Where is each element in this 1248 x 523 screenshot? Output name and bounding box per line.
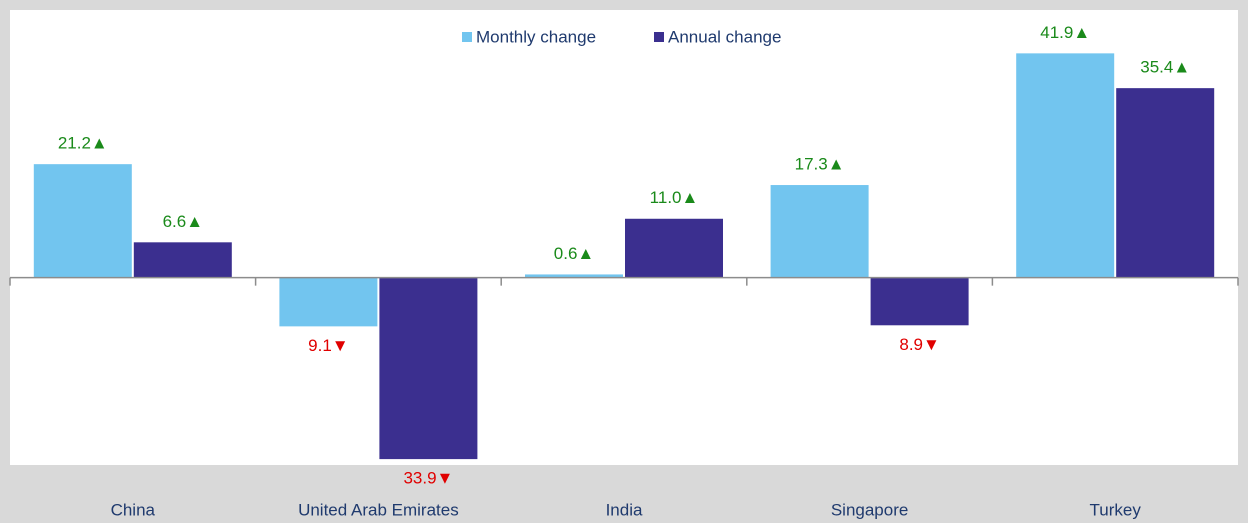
bar <box>33 164 132 278</box>
x-tick-label: India <box>606 500 643 519</box>
data-label: 11.0▲ <box>650 188 699 207</box>
bar <box>379 277 478 460</box>
x-tick-label: China <box>111 500 156 519</box>
bar <box>625 218 723 278</box>
data-label: 17.3▲ <box>795 155 845 174</box>
data-label: 33.9▼ <box>403 469 453 488</box>
legend-label: Monthly change <box>476 27 596 46</box>
legend-label: Annual change <box>668 27 781 46</box>
data-label: 6.6▲ <box>163 212 203 231</box>
x-tick-label: Turkey <box>1090 500 1142 519</box>
data-label: 41.9▲ <box>1040 23 1090 42</box>
legend-swatch <box>654 32 664 42</box>
bar <box>133 242 232 278</box>
legend-swatch <box>462 32 472 42</box>
bar <box>279 277 378 327</box>
data-label: 0.6▲ <box>554 244 594 263</box>
bar <box>870 277 969 326</box>
x-tick-label: Singapore <box>831 500 909 519</box>
bar <box>1016 53 1115 278</box>
x-tick-label: United Arab Emirates <box>298 500 459 519</box>
bar <box>770 185 869 278</box>
data-label: 8.9▼ <box>899 335 939 354</box>
bar <box>525 274 623 278</box>
bar <box>1116 88 1215 278</box>
data-label: 35.4▲ <box>1140 58 1190 77</box>
data-label: 21.2▲ <box>58 134 108 153</box>
data-label: 9.1▼ <box>308 336 348 355</box>
